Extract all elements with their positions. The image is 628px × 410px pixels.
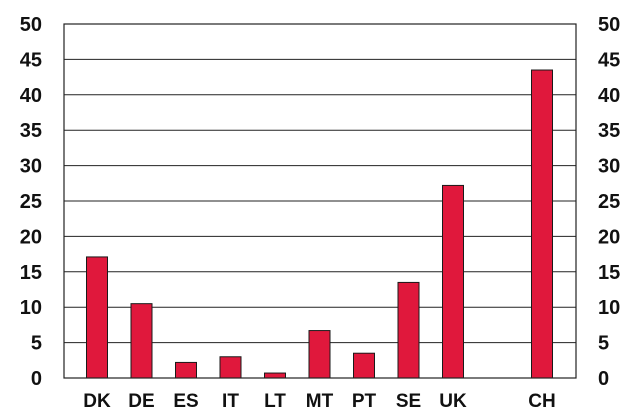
bar-de xyxy=(130,303,153,379)
x-tick-label-uk: UK xyxy=(439,391,467,410)
bar-dk xyxy=(86,256,108,379)
right-y-tick-label: 30 xyxy=(598,156,620,178)
left-y-tick-label: 50 xyxy=(20,14,42,36)
left-y-tick-label: 15 xyxy=(20,262,42,284)
x-tick-label-se: SE xyxy=(396,391,421,410)
right-y-tick-label: 40 xyxy=(598,85,620,107)
right-y-tick-label: 0 xyxy=(598,368,609,390)
bar-se xyxy=(397,281,420,379)
right-y-axis: 0 5 10 15 20 25 30 35 40 45 50 xyxy=(598,14,620,390)
right-y-tick-label: 10 xyxy=(598,297,620,319)
bar-ch xyxy=(531,69,553,379)
x-tick-label-it: IT xyxy=(222,391,239,410)
x-tick-label-pt: PT xyxy=(352,391,377,410)
x-tick-label-mt: MT xyxy=(306,391,334,410)
bar-it xyxy=(219,356,242,379)
x-axis: DK DE ES IT LT MT PT SE UK CH xyxy=(83,391,555,410)
grid-lines xyxy=(64,58,576,344)
plot-frame xyxy=(63,23,577,379)
left-y-tick-label: 25 xyxy=(20,191,42,213)
right-y-tick-label: 20 xyxy=(598,226,620,248)
x-tick-label-es: ES xyxy=(173,391,198,410)
bar-lt xyxy=(264,372,286,379)
left-y-tick-label: 35 xyxy=(20,120,42,142)
left-y-tick-label: 40 xyxy=(20,85,42,107)
left-y-axis: 0 5 10 15 20 25 30 35 40 45 50 xyxy=(20,14,42,390)
x-tick-label-ch: CH xyxy=(528,391,555,410)
left-y-tick-label: 20 xyxy=(20,226,42,248)
x-tick-label-lt: LT xyxy=(264,391,286,410)
right-y-tick-label: 45 xyxy=(598,49,620,71)
x-tick-label-dk: DK xyxy=(83,391,111,410)
left-y-tick-label: 5 xyxy=(31,333,42,355)
left-y-tick-label: 30 xyxy=(20,156,42,178)
bar-pt xyxy=(353,352,375,379)
right-y-tick-label: 25 xyxy=(598,191,620,213)
left-y-tick-label: 45 xyxy=(20,49,42,71)
right-y-tick-label: 15 xyxy=(598,262,620,284)
bar-mt xyxy=(308,330,331,379)
right-y-tick-label: 5 xyxy=(598,333,609,355)
x-tick-label-de: DE xyxy=(128,391,154,410)
left-y-tick-label: 10 xyxy=(20,297,42,319)
left-y-tick-label: 0 xyxy=(31,368,42,390)
right-y-tick-label: 50 xyxy=(598,14,620,36)
bar-uk xyxy=(442,184,464,379)
bar-es xyxy=(175,361,197,379)
bars xyxy=(86,69,553,379)
right-y-tick-label: 35 xyxy=(598,120,620,142)
